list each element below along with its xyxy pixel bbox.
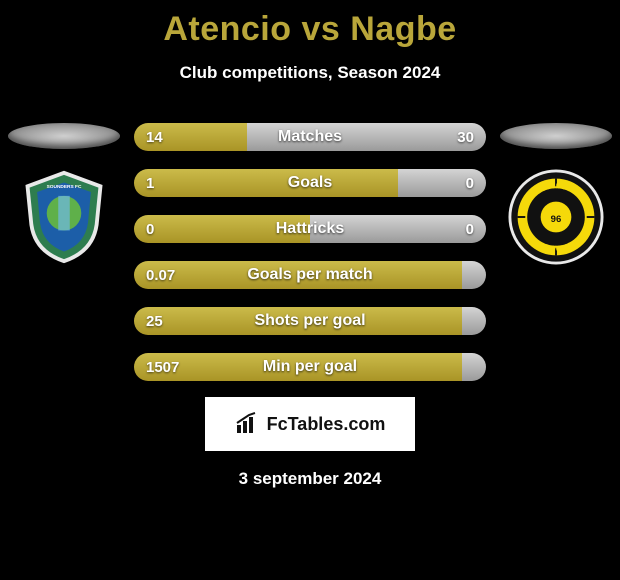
shield-icon: SOUNDERS FC xyxy=(16,169,112,265)
stat-left-value: 0 xyxy=(134,215,310,243)
chart-icon xyxy=(235,412,259,436)
stat-right-value xyxy=(462,261,486,289)
main-layout: SOUNDERS FC 1430Matches 10Goals 00Hattrick… xyxy=(0,123,620,381)
circle-badge-icon: 96 COLUMBUS CREW SC xyxy=(508,169,604,265)
team-crest-right: 96 COLUMBUS CREW SC xyxy=(508,169,604,265)
stat-row: 1507Min per goal xyxy=(134,353,486,381)
brand-badge[interactable]: FcTables.com xyxy=(205,397,415,451)
stat-rows: 1430Matches 10Goals 00Hattricks 0.07Goals p… xyxy=(124,123,496,381)
brand-text: FcTables.com xyxy=(267,414,386,435)
stat-row: 00Hattricks xyxy=(134,215,486,243)
stat-row: 0.07Goals per match xyxy=(134,261,486,289)
player-platform-left xyxy=(8,123,120,149)
stat-right-value: 0 xyxy=(398,169,486,197)
stat-left-value: 14 xyxy=(134,123,247,151)
player-platform-right xyxy=(500,123,612,149)
page-title: Atencio vs Nagbe xyxy=(0,10,620,49)
date-text: 3 september 2024 xyxy=(0,469,620,489)
right-side: 96 COLUMBUS CREW SC xyxy=(496,123,616,265)
stat-right-value xyxy=(462,307,486,335)
stat-left-value: 1 xyxy=(134,169,398,197)
stat-left-value: 1507 xyxy=(134,353,462,381)
left-side: SOUNDERS FC xyxy=(4,123,124,265)
stat-right-value xyxy=(462,353,486,381)
stat-row: 10Goals xyxy=(134,169,486,197)
svg-text:SOUNDERS FC: SOUNDERS FC xyxy=(47,184,82,190)
stat-row: 1430Matches xyxy=(134,123,486,151)
svg-text:96: 96 xyxy=(551,214,562,225)
stat-right-value: 0 xyxy=(310,215,486,243)
subtitle: Club competitions, Season 2024 xyxy=(0,63,620,83)
stat-right-value: 30 xyxy=(247,123,486,151)
stat-row: 25Shots per goal xyxy=(134,307,486,335)
stat-left-value: 25 xyxy=(134,307,462,335)
comparison-card: Atencio vs Nagbe Club competitions, Seas… xyxy=(0,0,620,580)
stat-left-value: 0.07 xyxy=(134,261,462,289)
team-crest-left: SOUNDERS FC xyxy=(16,169,112,265)
